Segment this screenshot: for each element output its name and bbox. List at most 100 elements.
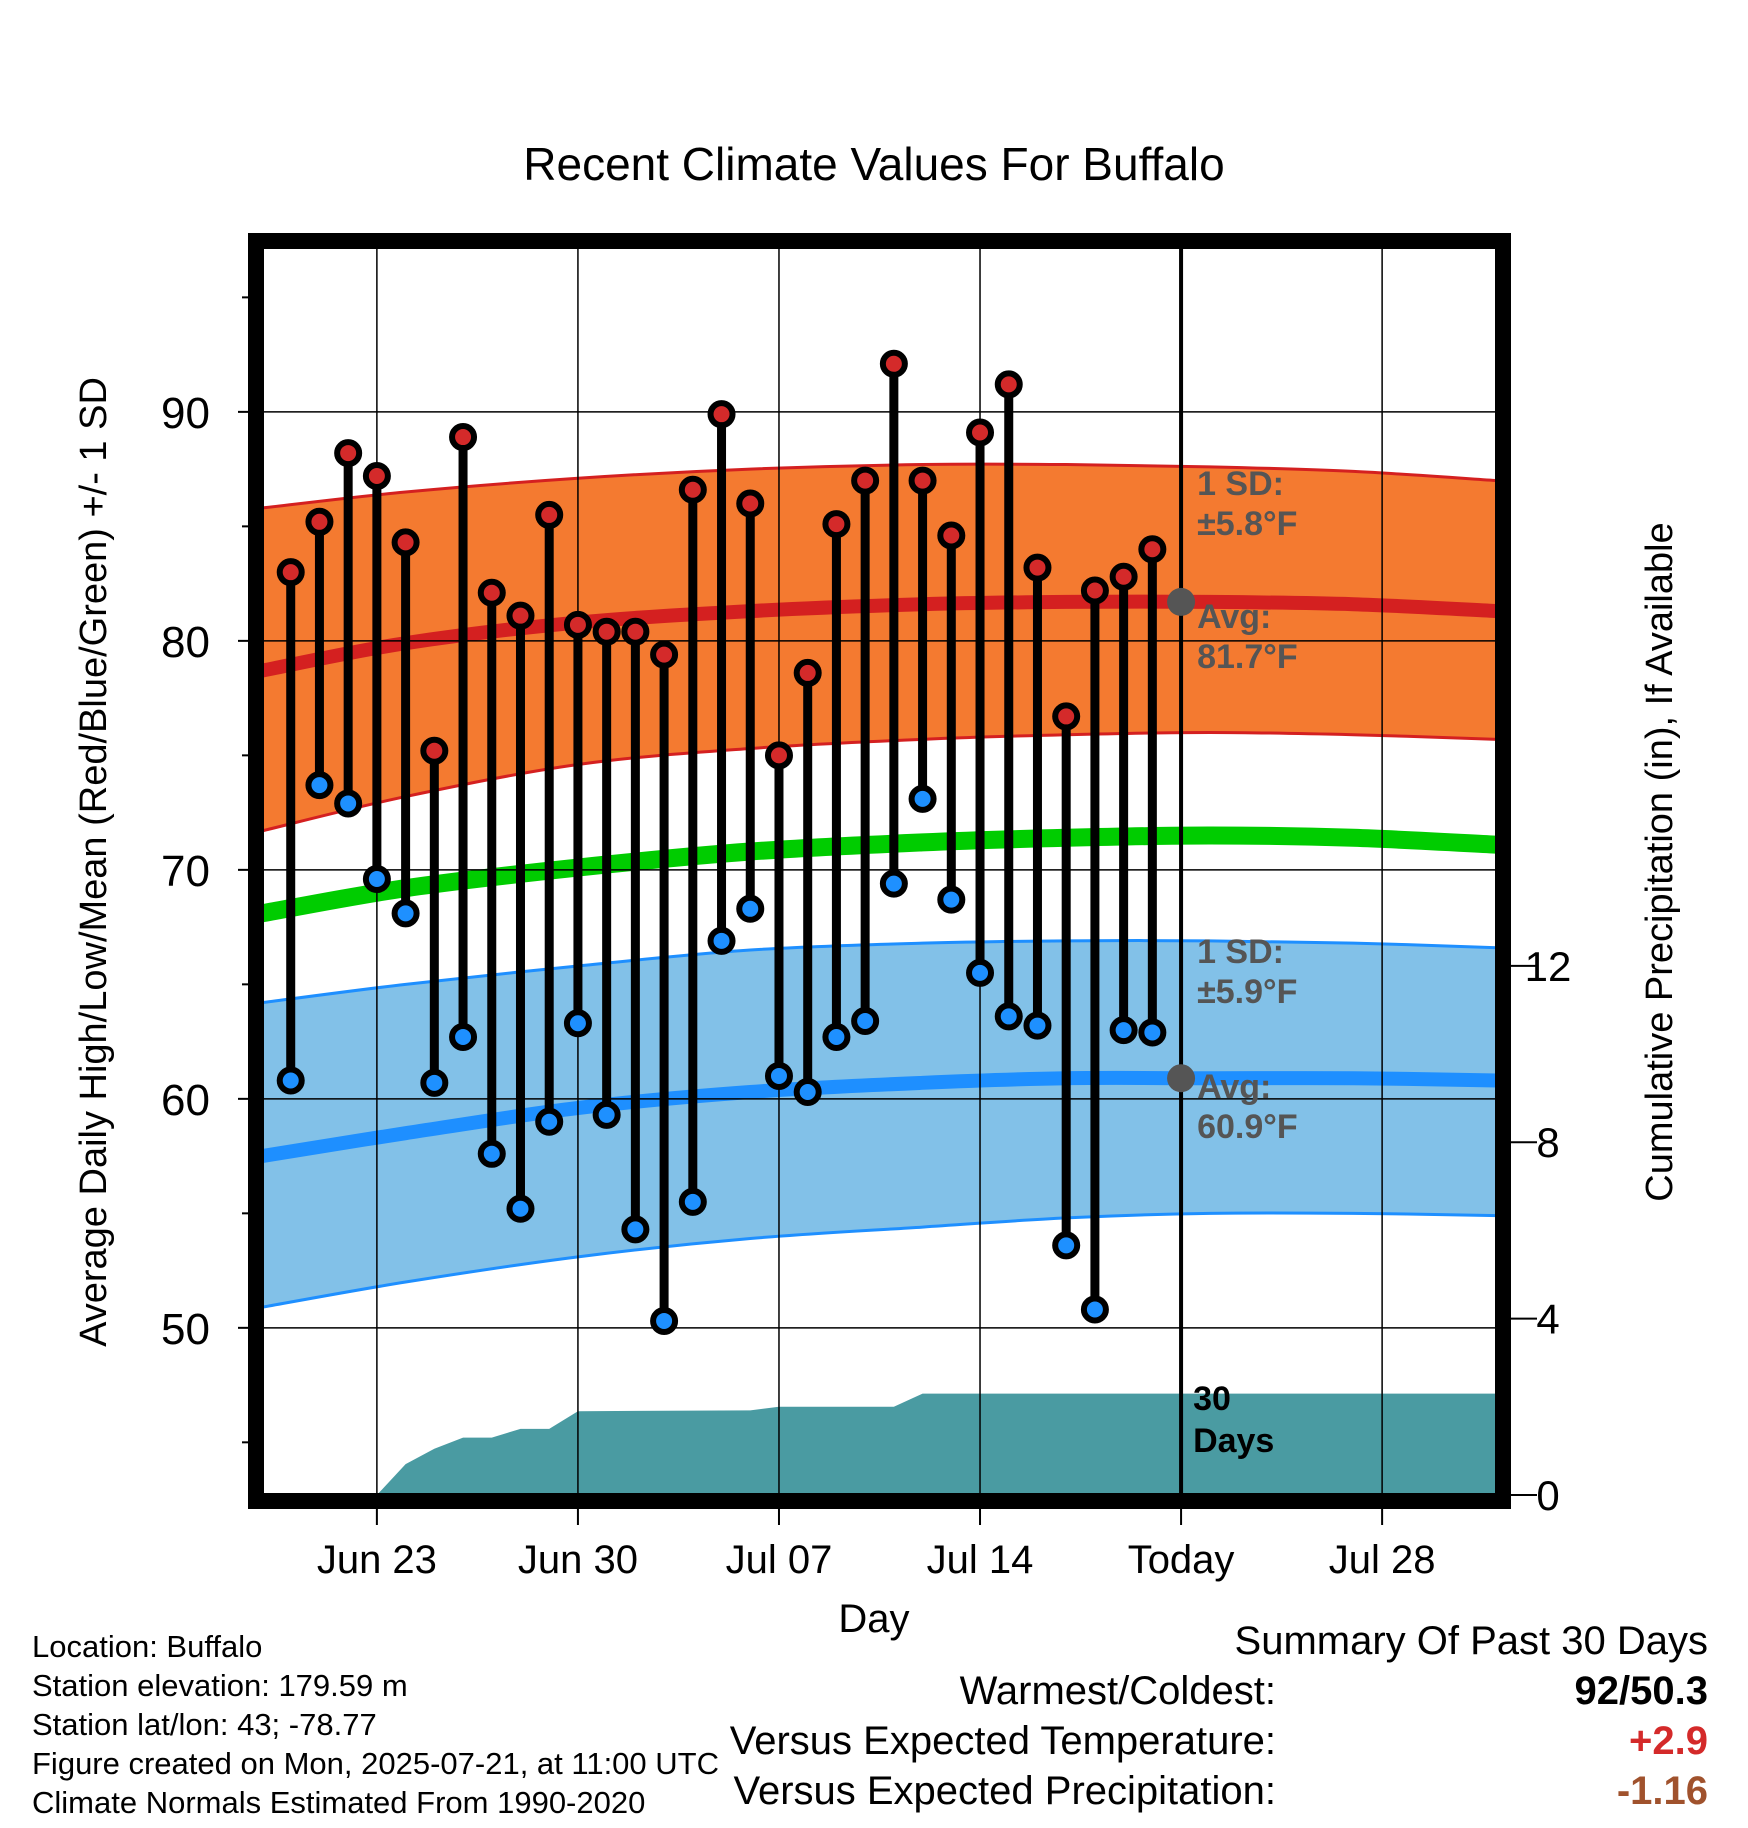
daily-high-marker	[678, 475, 707, 504]
daily-high-marker	[908, 466, 937, 495]
y-axis-label: Average Daily High/Low/Mean (Red/Blue/Gr…	[73, 377, 115, 1347]
daily-low-marker	[851, 1006, 880, 1035]
daily-low-marker	[535, 1107, 564, 1136]
created-text: Figure created on Mon, 2025-07-21, at 11…	[32, 1746, 719, 1781]
latlon-text: Station lat/lon: 43; -78.77	[32, 1707, 377, 1742]
daily-low-marker	[477, 1139, 506, 1168]
y2-tick-label: 8	[1536, 1119, 1559, 1166]
daily-low-marker	[736, 894, 765, 923]
daily-high-marker	[535, 500, 564, 529]
daily-low-marker	[592, 1100, 621, 1129]
daily-high-marker	[937, 521, 966, 550]
daily-high-marker	[362, 461, 391, 490]
daily-low-marker	[793, 1077, 822, 1106]
days-annotation-line: Days	[1193, 1422, 1274, 1460]
high-avg-annotation-line: 81.7°F	[1197, 638, 1298, 676]
warmest-coldest-label: Warmest/Coldest:	[959, 1669, 1276, 1713]
daily-high-marker	[879, 349, 908, 378]
daily-low-marker	[994, 1002, 1023, 1031]
x-tick-label: Jul 07	[726, 1538, 833, 1582]
low-avg-annotation: Avg: 60.9°F	[1197, 1068, 1298, 1146]
high-avg-annotation: Avg: 81.7°F	[1197, 598, 1298, 676]
x-tick-label: Jul 14	[927, 1538, 1034, 1582]
daily-low-marker	[334, 789, 363, 818]
high-sd-annotation: 1 SD: ±5.8°F	[1197, 465, 1297, 543]
low-sd-annotation-line: 1 SD:	[1197, 933, 1284, 971]
daily-high-marker	[477, 578, 506, 607]
x-tick-label: Jul 28	[1329, 1538, 1436, 1582]
y-tick-label: 60	[161, 1076, 210, 1125]
daily-high-marker	[449, 423, 478, 452]
daily-low-marker	[506, 1194, 535, 1223]
days-annotation: 30 Days	[1193, 1380, 1274, 1460]
summary-precip-row: Versus Expected Precipitation: -1.16	[0, 1769, 1748, 1819]
daily-high-marker	[793, 658, 822, 687]
daily-low-marker	[966, 958, 995, 987]
today-high-avg-marker	[1167, 587, 1196, 616]
y-tick-label: 50	[161, 1305, 210, 1354]
daily-high-marker	[420, 736, 449, 765]
daily-high-marker	[1138, 535, 1167, 564]
high-sd-band	[262, 464, 1497, 831]
daily-high-marker	[1109, 562, 1138, 591]
daily-high-marker	[707, 400, 736, 429]
daily-high-marker	[1080, 576, 1109, 605]
daily-low-marker	[563, 1009, 592, 1038]
elevation-text: Station elevation: 179.59 m	[32, 1668, 408, 1703]
summary-title: Summary Of Past 30 Days	[1234, 1619, 1708, 1663]
x-tick-label: Jun 23	[317, 1538, 437, 1582]
summary-temp-row: Versus Expected Temperature: +2.9	[0, 1719, 1748, 1769]
daily-low-marker	[420, 1068, 449, 1097]
daily-high-marker	[966, 418, 995, 447]
x-tick-label: Today	[1128, 1538, 1235, 1582]
daily-high-marker	[334, 439, 363, 468]
daily-high-marker	[305, 507, 334, 536]
precip-vs-expected-label: Versus Expected Precipitation:	[733, 1769, 1276, 1813]
daily-low-marker	[1109, 1016, 1138, 1045]
y2-axis-label: Cumulative Precipitation (in), If Availa…	[1639, 522, 1681, 1201]
daily-low-marker	[449, 1023, 478, 1052]
y-tick-label: 90	[161, 389, 210, 438]
daily-high-marker	[563, 610, 592, 639]
daily-high-marker	[736, 489, 765, 518]
high-avg-annotation-line: Avg:	[1197, 598, 1271, 636]
normals-text: Climate Normals Estimated From 1990-2020	[32, 1785, 646, 1820]
daily-low-marker	[1138, 1018, 1167, 1047]
high-sd-annotation-line: ±5.8°F	[1197, 505, 1297, 543]
high-sd-annotation-line: 1 SD:	[1197, 465, 1284, 503]
temp-vs-expected-label: Versus Expected Temperature:	[729, 1719, 1276, 1763]
mean-line	[262, 826, 1497, 923]
daily-low-marker	[276, 1066, 305, 1095]
location-text: Location: Buffalo	[32, 1629, 263, 1664]
daily-high-marker	[650, 640, 679, 669]
low-sd-annotation: 1 SD: ±5.9°F	[1197, 933, 1297, 1011]
daily-low-marker	[937, 885, 966, 914]
summary-warmest-row: Warmest/Coldest: 92/50.3	[0, 1669, 1748, 1719]
daily-low-marker	[908, 784, 937, 813]
plot-frame	[248, 233, 1511, 1509]
x-axis-label: Day	[838, 1597, 909, 1641]
low-avg-annotation-line: 60.9°F	[1197, 1108, 1298, 1146]
y2-tick-label: 12	[1525, 943, 1572, 990]
low-average-line	[262, 1070, 1497, 1164]
daily-low-marker	[305, 771, 334, 800]
precip-area	[376, 1393, 1497, 1495]
axes: 50 60 70 80 90 0 4 8 12 Jun 23 Jun 30 Jul 07 Jul 14 T…	[161, 233, 1572, 1582]
daily-high-marker	[994, 370, 1023, 399]
daily-low-marker	[621, 1215, 650, 1244]
y-tick-label: 80	[161, 618, 210, 667]
daily-low-marker	[822, 1023, 851, 1052]
daily-low-marker	[1023, 1011, 1052, 1040]
daily-low-marker	[362, 865, 391, 894]
x-tick-label: Jun 30	[518, 1538, 638, 1582]
y2-tick-label: 0	[1536, 1472, 1559, 1519]
daily-low-marker	[650, 1306, 679, 1335]
daily-low-marker	[707, 926, 736, 955]
daily-high-marker	[851, 466, 880, 495]
daily-low-marker	[879, 869, 908, 898]
y2-tick-label: 4	[1536, 1296, 1559, 1343]
daily-high-marker	[764, 741, 793, 770]
